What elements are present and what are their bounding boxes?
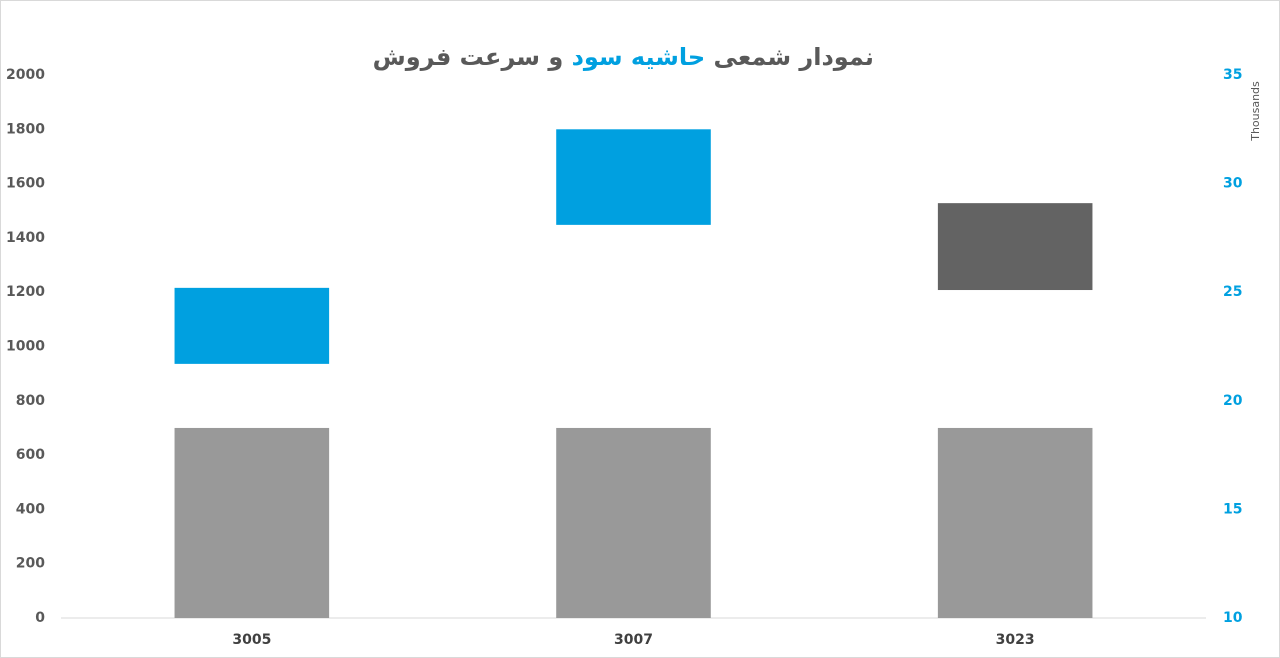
y2-tick-label: 15: [1223, 501, 1242, 517]
y2-tick-label: 10: [1223, 610, 1243, 626]
title-part: و سرعت فروش: [372, 43, 572, 71]
candle-body: [937, 203, 1093, 291]
y2-tick-label: 25: [1223, 284, 1242, 300]
y-tick-label: 400: [16, 501, 45, 517]
chart-title: نمودار شمعی حاشیه سود و سرعت فروش: [1, 15, 1279, 99]
y2-tick-label: 30: [1223, 176, 1243, 192]
y-tick-label: 600: [16, 447, 45, 463]
title-part: نمودار شمعی: [705, 43, 874, 71]
x-tick-label: 3005: [232, 632, 271, 648]
candle-body: [556, 129, 711, 225]
candle-body: [174, 287, 330, 364]
y2-axis-label: Thousands: [1249, 81, 1262, 142]
x-tick-label: 3023: [996, 632, 1035, 648]
y-tick-label: 1200: [6, 284, 45, 300]
y-tick-label: 200: [16, 556, 45, 572]
bar: [937, 427, 1093, 618]
y-tick-label: 2000: [6, 67, 45, 83]
y-tick-label: 1000: [6, 339, 45, 355]
bar: [556, 427, 711, 618]
y-tick-label: 1800: [6, 121, 45, 137]
y-tick-label: 0: [35, 610, 45, 626]
y-tick-label: 1400: [6, 230, 45, 246]
title-part: حاشیه سود: [571, 43, 706, 71]
bar: [174, 427, 330, 618]
x-tick-label: 3007: [614, 632, 653, 648]
y-tick-label: 1600: [6, 176, 45, 192]
y-tick-label: 800: [16, 393, 45, 409]
y2-tick-label: 20: [1223, 393, 1243, 409]
y2-tick-label: 35: [1223, 67, 1242, 83]
